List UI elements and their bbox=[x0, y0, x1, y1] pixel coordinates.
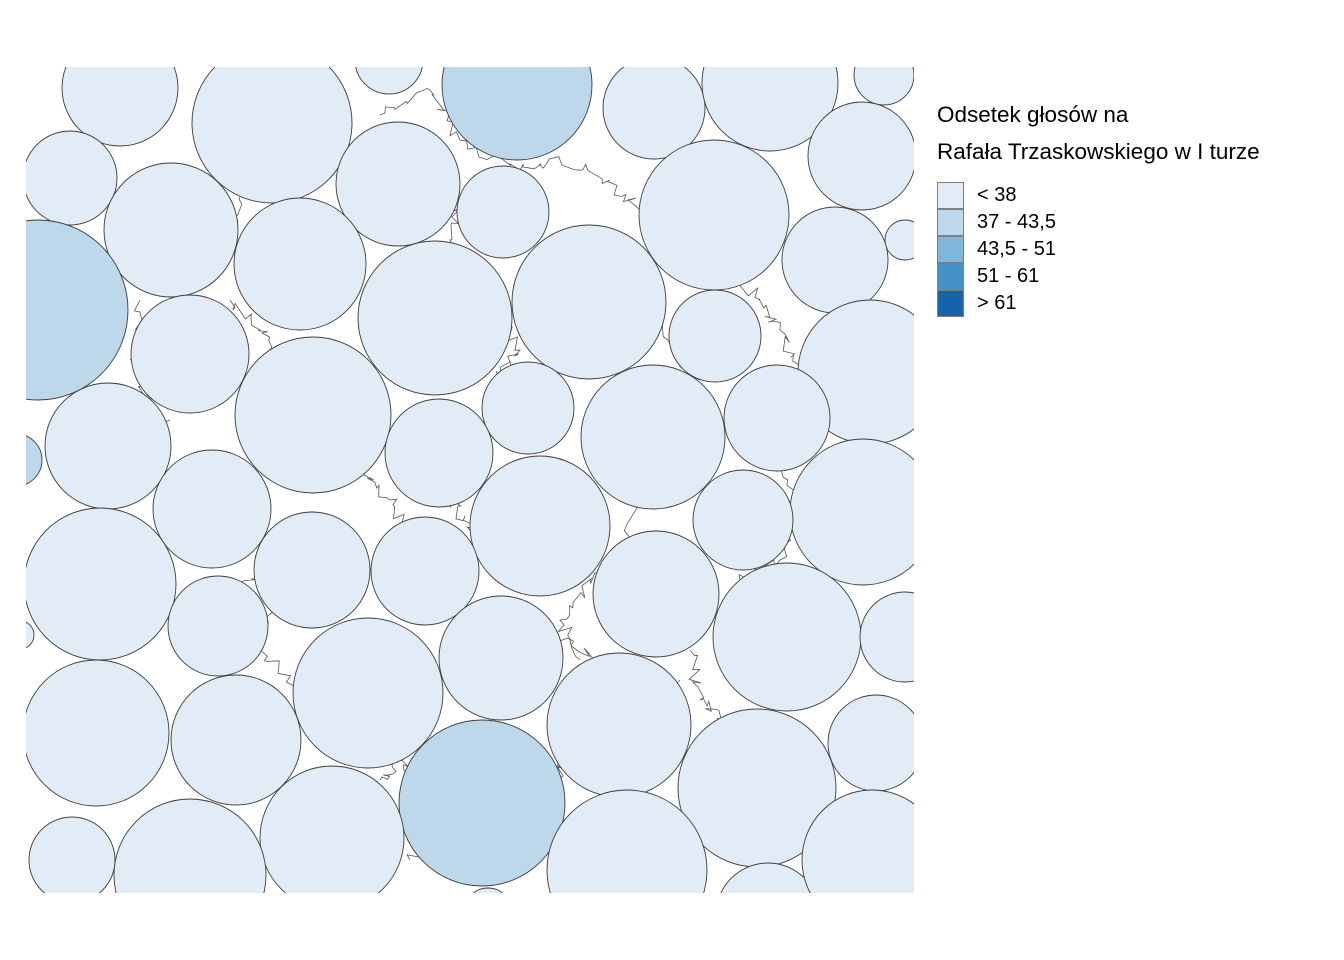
cartogram-map bbox=[26, 67, 914, 893]
district-circle bbox=[26, 659, 170, 807]
district-circle bbox=[28, 816, 116, 893]
legend-swatch bbox=[937, 182, 964, 209]
legend-items: < 38 37 - 43,5 43,5 - 51 51 - 61 > 61 bbox=[937, 182, 1337, 317]
district-circle bbox=[335, 121, 461, 247]
district-circle bbox=[692, 469, 794, 571]
legend: Odsetek głosów na Rafała Trzaskowskiego … bbox=[937, 96, 1337, 317]
district-circle bbox=[233, 197, 367, 331]
district-circle bbox=[638, 139, 790, 291]
cartogram-svg bbox=[26, 67, 914, 893]
district-circle bbox=[472, 887, 504, 893]
district-circle bbox=[292, 617, 444, 769]
district-circle bbox=[580, 364, 726, 510]
district-circle bbox=[438, 595, 564, 721]
district-circle bbox=[853, 67, 914, 106]
legend-item: > 61 bbox=[937, 290, 1337, 317]
district-boundary bbox=[688, 649, 722, 721]
district-circle bbox=[26, 621, 35, 649]
district-circle bbox=[259, 765, 405, 893]
legend-swatch bbox=[937, 209, 964, 236]
district-circle bbox=[398, 719, 566, 887]
district-circle bbox=[469, 455, 611, 597]
legend-item: 51 - 61 bbox=[937, 263, 1337, 290]
district-circle bbox=[720, 862, 816, 893]
district-circle bbox=[234, 336, 392, 494]
legend-item: < 38 bbox=[937, 182, 1337, 209]
legend-title-line-1: Odsetek głosów na bbox=[937, 102, 1129, 127]
district-circle bbox=[26, 219, 129, 401]
district-circle bbox=[26, 435, 43, 485]
district-circle bbox=[781, 206, 889, 314]
district-circle bbox=[152, 449, 272, 569]
legend-label: 43,5 - 51 bbox=[977, 238, 1056, 260]
district-circle bbox=[668, 289, 762, 383]
legend-item: 37 - 43,5 bbox=[937, 209, 1337, 236]
district-circle bbox=[441, 67, 593, 161]
district-circle bbox=[884, 219, 914, 261]
legend-label: < 38 bbox=[977, 184, 1017, 206]
district-circle bbox=[357, 240, 513, 396]
district-circle bbox=[384, 398, 494, 508]
district-circle bbox=[370, 516, 480, 626]
district-circle bbox=[481, 361, 575, 455]
district-circle bbox=[253, 511, 371, 629]
district-circle bbox=[592, 530, 720, 658]
district-circle bbox=[113, 798, 267, 893]
legend-title-line-2: Rafała Trzaskowskiego w I turze bbox=[937, 139, 1260, 164]
district-circle bbox=[546, 652, 692, 798]
district-circles bbox=[26, 67, 914, 893]
district-circle bbox=[61, 67, 179, 147]
legend-label: 51 - 61 bbox=[977, 265, 1040, 287]
district-circle bbox=[859, 591, 914, 683]
district-circle bbox=[456, 165, 550, 259]
district-circle bbox=[130, 294, 250, 414]
district-circle bbox=[103, 162, 239, 298]
legend-swatch bbox=[937, 263, 964, 290]
legend-swatch bbox=[937, 290, 964, 317]
district-circle bbox=[602, 67, 706, 160]
district-circle bbox=[170, 674, 302, 806]
district-circle bbox=[712, 562, 862, 712]
district-circle bbox=[827, 694, 914, 792]
legend-swatch bbox=[937, 236, 964, 263]
district-circle bbox=[26, 507, 177, 661]
legend-item: 43,5 - 51 bbox=[937, 236, 1337, 263]
district-circle bbox=[807, 101, 914, 211]
district-circle bbox=[511, 224, 667, 380]
district-circle bbox=[723, 364, 831, 472]
district-circle bbox=[701, 67, 839, 152]
district-circle bbox=[44, 382, 172, 510]
legend-label: 37 - 43,5 bbox=[977, 211, 1056, 233]
district-circle bbox=[191, 67, 353, 204]
district-circle bbox=[801, 789, 914, 893]
district-circle bbox=[167, 575, 269, 677]
legend-label: > 61 bbox=[977, 292, 1017, 314]
district-circle bbox=[26, 130, 118, 226]
district-circle bbox=[355, 67, 423, 95]
district-circle bbox=[546, 789, 708, 893]
